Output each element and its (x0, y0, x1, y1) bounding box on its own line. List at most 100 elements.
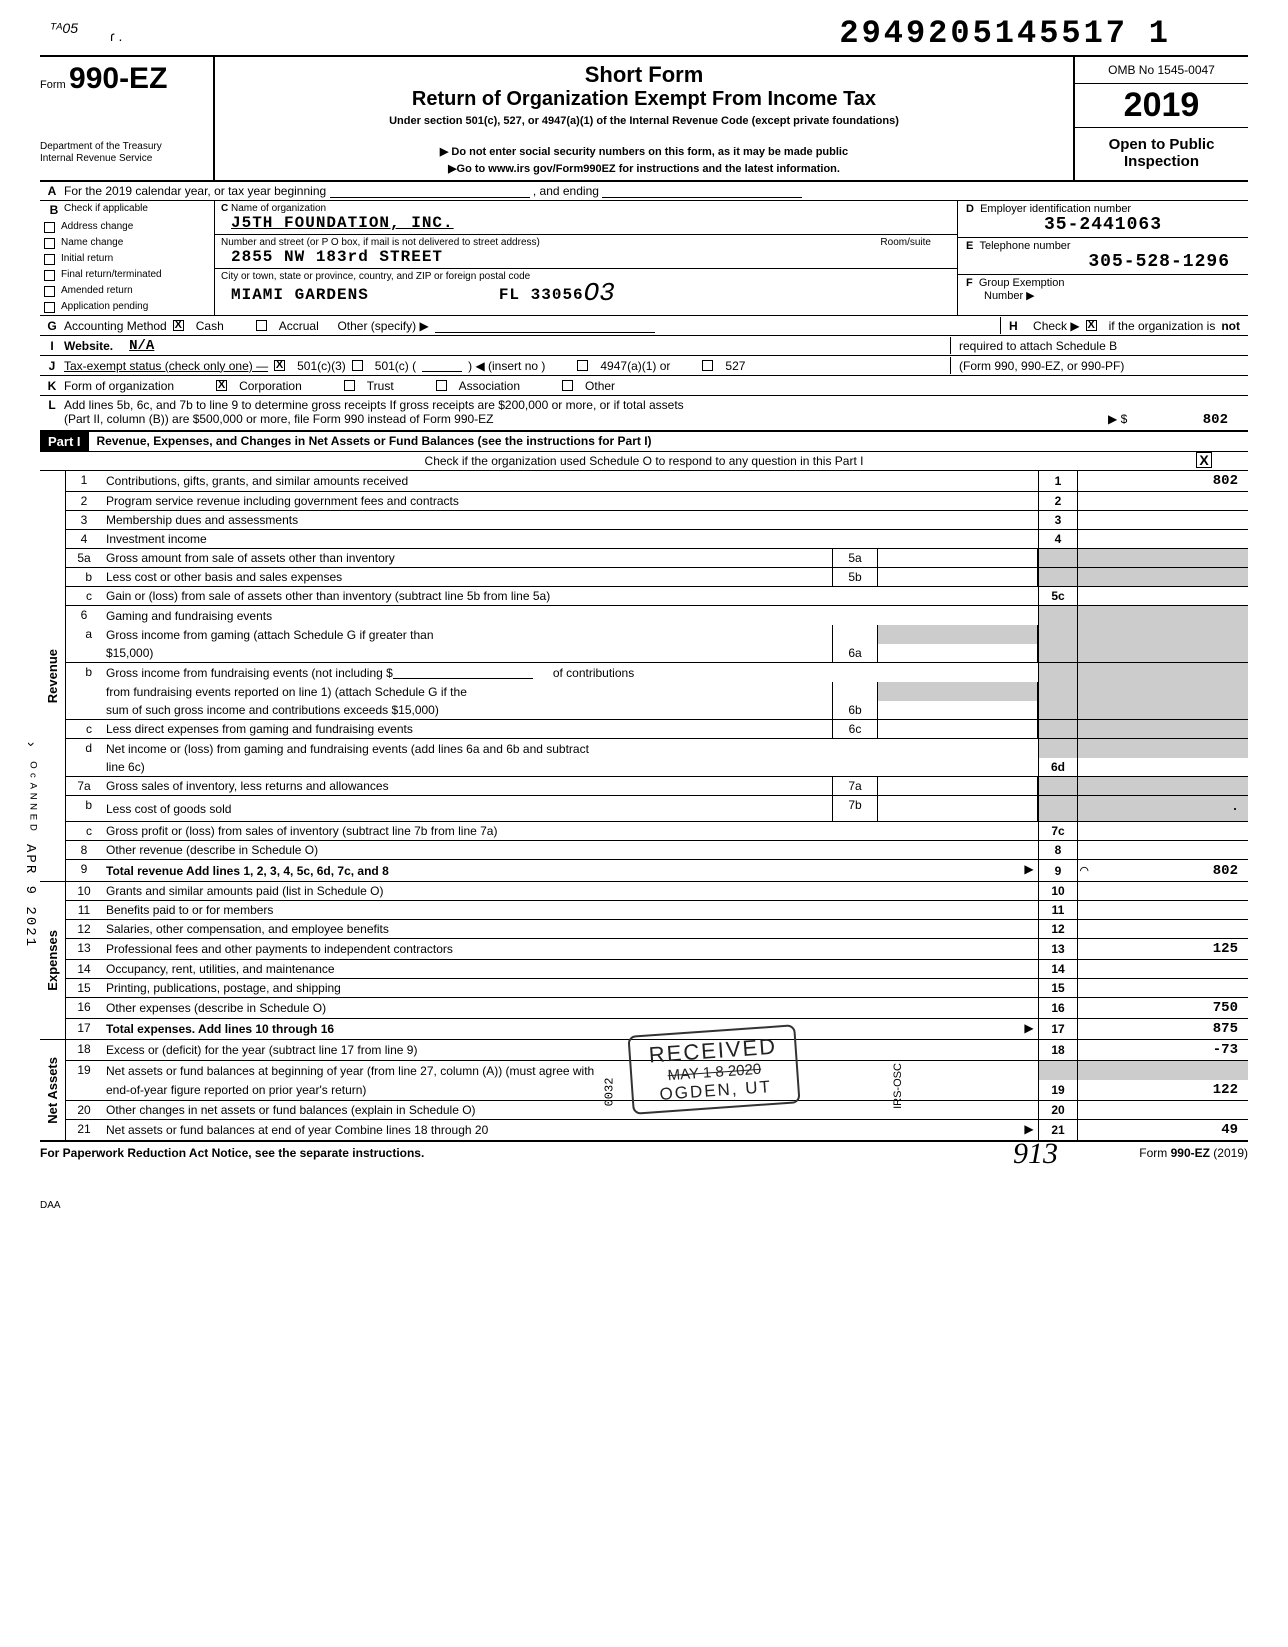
row-j-letter: J (40, 359, 64, 373)
other-specify[interactable] (435, 319, 655, 333)
527-label: 527 (725, 359, 745, 373)
cash-checkbox[interactable]: X (173, 320, 184, 331)
revenue-lines: 1 Contributions, gifts, grants, and simi… (66, 471, 1248, 881)
paperwork-notice: For Paperwork Reduction Act Notice, see … (40, 1146, 424, 1160)
chk-pending: Application pending (40, 299, 214, 315)
chk-pending-box[interactable] (44, 302, 55, 313)
org-state-zip: FL 33056 (489, 286, 584, 304)
line-7b-value (878, 796, 1038, 821)
trust-checkbox[interactable] (344, 380, 355, 391)
line-6b-3: sum of such gross income and contributio… (66, 701, 1248, 720)
scan-mark-1: ᵀᴬ05 (50, 20, 78, 36)
line-18-value: -73 (1078, 1040, 1248, 1060)
row-l-text: Add lines 5b, 6c, and 7b to line 9 to de… (64, 398, 1048, 428)
dept-block: Department of the Treasury Internal Reve… (40, 141, 208, 165)
line-5b-value (878, 568, 1038, 586)
row-h-t5: (Form 990, 990-EZ, or 990-PF) (959, 359, 1124, 373)
revenue-label: Revenue (43, 645, 62, 707)
part-i-header: Part I Revenue, Expenses, and Changes in… (40, 432, 1248, 452)
schedule-o-checkbox[interactable]: X (1196, 452, 1212, 468)
schedule-b-checkbox[interactable]: X (1086, 320, 1097, 331)
line-11: 11 Benefits paid to or for members 11 (66, 901, 1248, 920)
527-checkbox[interactable] (702, 360, 713, 371)
d-phone-block: E Telephone number 305-528-1296 (958, 238, 1248, 275)
c-street-label: Number and street (or P O box, if mail i… (221, 237, 951, 248)
row-a-letter: A (40, 184, 64, 198)
org-name: J5TH FOUNDATION, INC. (221, 214, 951, 232)
assoc-checkbox[interactable] (436, 380, 447, 391)
row-a: A For the 2019 calendar year, or tax yea… (40, 182, 1248, 201)
other-org-checkbox[interactable] (562, 380, 573, 391)
row-a-blank2[interactable] (602, 185, 802, 198)
row-h-not: not (1221, 319, 1240, 333)
chk-amended-box[interactable] (44, 286, 55, 297)
accrual-checkbox[interactable] (256, 320, 267, 331)
header-center: Short Form Return of Organization Exempt… (215, 57, 1073, 180)
corp-label: Corporation (239, 379, 302, 393)
row-l-arrow: ▶ $ (1108, 412, 1127, 426)
c-name-label: C Name of organization (221, 203, 951, 214)
line-12-value (1078, 920, 1248, 938)
row-g: G Accounting Method X Cash Accrual Other… (40, 316, 1248, 336)
line-14-value (1078, 960, 1248, 978)
line-17: 17 Total expenses. Add lines 10 through … (66, 1019, 1248, 1039)
col-c: C Name of organization J5TH FOUNDATION, … (215, 201, 958, 315)
line-7b: b Less cost of goods sold 7b · (66, 796, 1248, 822)
netassets-label-col: Net Assets (40, 1040, 66, 1140)
line-8-value (1078, 841, 1248, 859)
line-15: 15 Printing, publications, postage, and … (66, 979, 1248, 998)
line-7b-dot: · (1078, 796, 1248, 821)
line-6c-value (878, 720, 1038, 738)
line-13: 13 Professional fees and other payments … (66, 939, 1248, 960)
line-5a: 5a Gross amount from sale of assets othe… (66, 549, 1248, 568)
4947-checkbox[interactable] (577, 360, 588, 371)
501c3-checkbox[interactable]: X (274, 360, 285, 371)
expenses-label: Expenses (43, 926, 62, 995)
part-i-check-text: Check if the organization used Schedule … (425, 454, 864, 468)
d-ein-label: D Employer identification number (966, 203, 1240, 215)
omb-number: OMB No 1545-0047 (1075, 57, 1248, 84)
d-ein-block: D Employer identification number 35-2441… (958, 201, 1248, 238)
open-public: Open to Public Inspection (1075, 128, 1248, 178)
handwritten-o3: O3 (584, 278, 615, 308)
assoc-label: Association (459, 379, 520, 393)
4947-label: 4947(a)(1) or (600, 359, 670, 373)
line-1: 1 Contributions, gifts, grants, and simi… (66, 471, 1248, 492)
d-group-number: Number ▶ (966, 289, 1240, 302)
ein: 35-2441063 (966, 215, 1240, 235)
row-a-blank1[interactable] (330, 185, 530, 198)
netassets-lines: 18 Excess or (deficit) for the year (sub… (66, 1040, 1248, 1140)
gross-receipts: 802 (1203, 412, 1228, 428)
row-j-content: Tax-exempt status (check only one) — X 5… (64, 359, 950, 373)
row-h-check: Check ▶ (1033, 319, 1080, 333)
501c-insert[interactable] (422, 359, 462, 372)
phone: 305-528-1296 (966, 252, 1240, 272)
row-h: H Check ▶ X if the organization is not (1000, 317, 1248, 334)
part-i-title: Revenue, Expenses, and Changes in Net As… (89, 432, 1248, 450)
line-18: 18 Excess or (deficit) for the year (sub… (66, 1040, 1248, 1061)
line-1-value: 802 (1078, 471, 1248, 491)
expenses-section: Expenses 10 Grants and similar amounts p… (40, 882, 1248, 1040)
line-4-value (1078, 530, 1248, 548)
website-label: Website. (64, 339, 113, 353)
form-header: Form 990-EZ Department of the Treasury I… (40, 55, 1248, 182)
cash-label: Cash (196, 319, 224, 333)
line-17-value: 875 (1078, 1019, 1248, 1039)
corp-checkbox[interactable]: X (216, 380, 227, 391)
chk-final-box[interactable] (44, 270, 55, 281)
col-d: D Employer identification number 35-2441… (958, 201, 1248, 315)
chk-initial-box[interactable] (44, 254, 55, 265)
line-9: 9 Total revenue Add lines 1, 2, 3, 4, 5c… (66, 860, 1248, 881)
chk-name-box[interactable] (44, 238, 55, 249)
scanned-side-text: › ᴼᶜᴬᴺᴺᴱᴰ APR 9 2021 (22, 740, 38, 948)
header-right: OMB No 1545-0047 2019 Open to Public Ins… (1073, 57, 1248, 180)
line-7c: c Gross profit or (loss) from sales of i… (66, 822, 1248, 841)
row-a-t1: For the 2019 calendar year, or tax year … (64, 184, 326, 198)
netassets-section: Net Assets 18 Excess or (deficit) for th… (40, 1040, 1248, 1142)
line-6d-value (1078, 758, 1248, 776)
line-6b-contrib[interactable] (393, 666, 533, 679)
501c-checkbox[interactable] (352, 360, 363, 371)
chk-address-box[interactable] (44, 222, 55, 233)
col-b-letter: B (44, 203, 64, 217)
line-6b-value (878, 701, 1038, 719)
